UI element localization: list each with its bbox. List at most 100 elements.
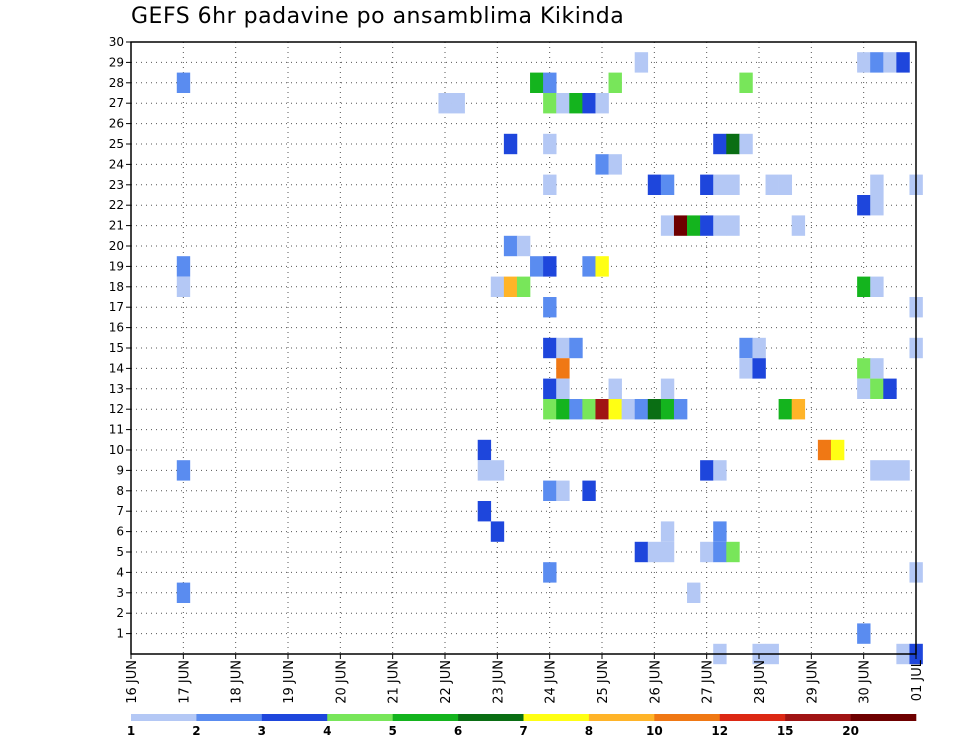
heatmap-cell bbox=[713, 541, 727, 563]
x-tick-label: 24 JUN bbox=[544, 660, 559, 704]
heatmap-cell bbox=[778, 174, 793, 195]
y-tick-label: 19 bbox=[109, 259, 124, 273]
heatmap-cell bbox=[556, 480, 570, 501]
heatmap-cell bbox=[713, 215, 727, 236]
y-tick-label: 9 bbox=[116, 463, 124, 477]
heatmap-cell bbox=[857, 358, 871, 379]
heatmap-cell bbox=[503, 133, 518, 155]
heatmap-cell bbox=[608, 378, 622, 399]
heatmap-cell bbox=[543, 72, 557, 93]
y-tick-label: 30 bbox=[109, 35, 124, 49]
y-tick-label: 1 bbox=[116, 627, 124, 641]
y-tick-label: 14 bbox=[109, 361, 124, 375]
heatmap-cell bbox=[595, 93, 609, 114]
heatmap-cell bbox=[726, 215, 740, 236]
heatmap-cell bbox=[176, 582, 191, 603]
colorbar-segment bbox=[654, 714, 721, 721]
heatmap-cell bbox=[516, 235, 531, 257]
y-tick-label: 17 bbox=[109, 300, 124, 314]
heatmap-cell bbox=[543, 93, 557, 114]
heatmap-cell bbox=[857, 276, 871, 297]
heatmap-cell bbox=[726, 133, 740, 155]
heatmap-cell bbox=[490, 276, 505, 297]
heatmap-cell bbox=[660, 215, 675, 236]
heatmap-cell bbox=[634, 541, 649, 563]
y-tick-label: 24 bbox=[109, 157, 124, 171]
heatmap-cell bbox=[530, 256, 544, 277]
colorbar-label: 4 bbox=[323, 724, 331, 738]
x-tick-label: 17 JUN bbox=[177, 660, 192, 704]
x-tick-label: 19 JUN bbox=[282, 660, 297, 704]
heatmap-cell bbox=[634, 399, 649, 420]
heatmap-cell bbox=[608, 72, 622, 93]
y-tick-label: 22 bbox=[109, 198, 124, 212]
colorbar-segment bbox=[327, 714, 393, 721]
y-tick-label: 27 bbox=[109, 96, 124, 110]
colorbar-label: 3 bbox=[258, 724, 266, 738]
heatmap-cell bbox=[176, 460, 191, 481]
heatmap-cell bbox=[647, 399, 662, 420]
colorbar-label: 10 bbox=[646, 724, 663, 738]
y-tick-label: 28 bbox=[109, 76, 124, 90]
y-tick-label: 26 bbox=[109, 117, 124, 131]
y-tick-label: 16 bbox=[109, 321, 124, 335]
heatmap-cell bbox=[700, 460, 714, 481]
colorbar-segment bbox=[131, 714, 197, 721]
y-tick-label: 8 bbox=[116, 484, 124, 498]
heatmap-cell bbox=[791, 215, 806, 236]
x-tick-label: 21 JUN bbox=[387, 660, 402, 704]
y-tick-label: 12 bbox=[109, 402, 124, 416]
heatmap-cell bbox=[700, 215, 714, 236]
heatmap-cell bbox=[543, 256, 557, 277]
colorbar-label: 1 bbox=[127, 724, 135, 738]
heatmap-cell bbox=[713, 521, 727, 542]
y-tick-label: 3 bbox=[116, 586, 124, 600]
colorbar-segment bbox=[392, 714, 459, 721]
y-tick-label: 20 bbox=[109, 239, 124, 253]
colorbar-label: 15 bbox=[777, 724, 794, 738]
heatmap-cells bbox=[176, 52, 923, 665]
y-tick-label: 7 bbox=[116, 504, 124, 518]
x-tick-label: 20 JUN bbox=[334, 660, 349, 704]
heatmap-cell bbox=[857, 378, 871, 399]
heatmap-cell bbox=[713, 460, 727, 481]
heatmap-cell bbox=[490, 460, 505, 481]
heatmap-cell bbox=[556, 93, 570, 114]
heatmap-cell bbox=[595, 256, 609, 277]
heatmap-cell bbox=[883, 378, 897, 399]
colorbar-segment bbox=[523, 714, 590, 721]
heatmap-cell bbox=[857, 623, 871, 644]
heatmap-cell bbox=[660, 399, 675, 420]
colorbar-segment bbox=[719, 714, 786, 721]
heatmap-cell bbox=[595, 399, 609, 420]
x-tick-label: 23 JUN bbox=[491, 660, 506, 704]
heatmap-cell bbox=[673, 215, 688, 236]
x-tick-label: 28 JUN bbox=[753, 660, 768, 704]
colorbar-segment bbox=[850, 714, 917, 721]
colorbar-label: 20 bbox=[842, 724, 859, 738]
heatmap-cell bbox=[817, 439, 832, 461]
heatmap-cell bbox=[176, 256, 191, 277]
heatmap-cell bbox=[543, 480, 557, 501]
heatmap-cell bbox=[752, 358, 766, 379]
heatmap-cell bbox=[870, 276, 884, 297]
heatmap-cell bbox=[765, 174, 779, 195]
heatmap-cell bbox=[556, 399, 570, 420]
heatmap-cell bbox=[739, 358, 753, 379]
heatmap-cell bbox=[870, 195, 884, 216]
heatmap-cell bbox=[595, 154, 609, 175]
colorbar-label: 8 bbox=[585, 724, 593, 738]
heatmap-cell bbox=[660, 174, 675, 195]
heatmap-cell bbox=[634, 52, 649, 73]
colorbar-segment bbox=[588, 714, 655, 721]
heatmap-cell bbox=[516, 276, 531, 297]
heatmap-cell bbox=[870, 52, 884, 73]
heatmap-cell bbox=[451, 93, 465, 114]
heatmap-cell bbox=[870, 174, 884, 195]
y-tick-label: 15 bbox=[109, 341, 124, 355]
heatmap-cell bbox=[870, 378, 884, 399]
colorbar: 1 2 3 4 5 6 7 8 10 12 15 20 bbox=[127, 714, 917, 738]
y-tick-label: 25 bbox=[109, 137, 124, 151]
y-tick-label: 4 bbox=[116, 565, 124, 579]
